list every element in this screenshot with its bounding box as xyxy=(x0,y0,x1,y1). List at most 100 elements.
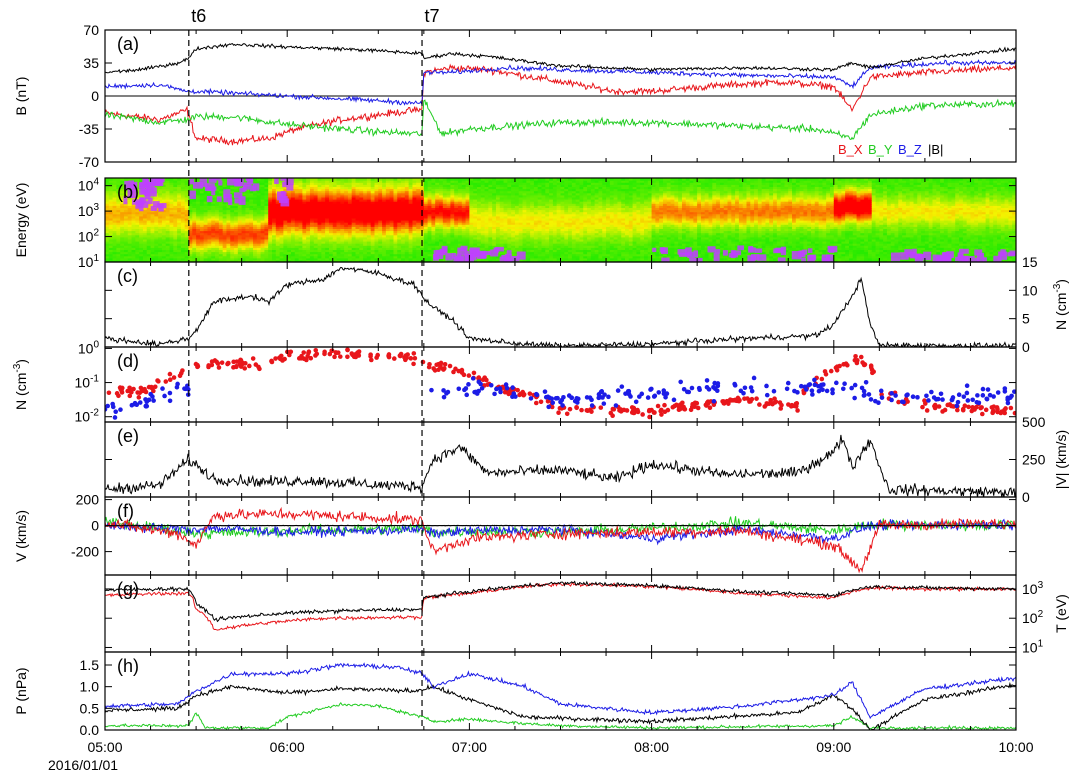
spectrogram-cell xyxy=(416,215,421,219)
spectrogram-cell xyxy=(241,238,247,242)
spectrogram-cell xyxy=(412,224,417,227)
spectrogram-cell xyxy=(268,249,273,253)
spectrogram-cell xyxy=(234,230,239,234)
spectrogram-cell xyxy=(120,253,125,257)
spectrogram-cell xyxy=(112,228,117,232)
spectrogram-cell xyxy=(112,180,117,183)
spectrogram-cell xyxy=(241,207,247,211)
spectrogram-cell xyxy=(222,186,228,190)
spectrogram-cell xyxy=(518,196,524,200)
spectrogram-cell xyxy=(294,217,300,221)
spectrogram-cell xyxy=(196,188,201,192)
spectrogram-cell xyxy=(454,234,459,238)
spectrogram-cell xyxy=(495,238,501,242)
spectrogram-cell xyxy=(537,241,543,244)
spectrogram-cell xyxy=(393,259,398,262)
spectrogram-cell xyxy=(556,228,562,232)
spectrogram-cell xyxy=(439,203,444,206)
spectrogram-cell xyxy=(412,186,417,190)
spectrogram-cell xyxy=(108,178,114,181)
spectrogram-cell xyxy=(169,236,174,240)
spectrogram-cell xyxy=(207,203,212,206)
spectrogram-cell xyxy=(461,203,467,206)
spectrogram-cell xyxy=(169,245,174,248)
spectrogram-cell xyxy=(378,180,383,183)
spectrogram-cell xyxy=(450,245,455,248)
spectrogram-cell xyxy=(533,241,539,244)
spectrogram-cell xyxy=(180,232,186,236)
spectrogram-cell xyxy=(169,234,174,238)
spectrogram-cell xyxy=(177,194,182,198)
spectrogram-cell xyxy=(537,196,543,200)
spectrogram-cell xyxy=(454,213,459,217)
spectrogram-cell xyxy=(207,236,212,240)
spectrogram-cell xyxy=(123,224,129,227)
spectrogram-cell xyxy=(526,188,531,192)
spectrogram-cell xyxy=(120,192,125,196)
spectrogram-cell xyxy=(408,211,414,215)
plot-area-b xyxy=(105,178,1016,262)
spectrogram-cell xyxy=(328,190,334,194)
spectrogram-cell xyxy=(127,238,133,242)
spectrogram-cell xyxy=(545,241,550,244)
spectrogram-cell xyxy=(393,180,398,183)
spectrogram-cell xyxy=(374,180,379,183)
spectrogram-cell xyxy=(279,257,285,261)
spectrogram-cell xyxy=(313,178,319,181)
spectrogram-cell xyxy=(264,215,269,219)
spectrogram-cell xyxy=(253,241,258,244)
spectrogram-cell xyxy=(370,222,376,225)
spectrogram-cell xyxy=(374,215,379,219)
spectrogram-cell xyxy=(161,209,167,213)
spectrogram-cell xyxy=(552,199,558,202)
spectrogram-cell xyxy=(196,215,201,219)
spectrogram-cell xyxy=(344,217,349,221)
spectrogram-cell xyxy=(199,209,205,213)
spectrogram-cell xyxy=(347,178,353,181)
spectrogram-cell xyxy=(435,207,440,211)
spectrogram-cell xyxy=(541,180,546,183)
spectrogram-cell xyxy=(401,199,406,202)
spectrogram-cell xyxy=(275,247,281,250)
spectrogram-cell xyxy=(112,205,117,208)
spectrogram-cell xyxy=(397,234,402,238)
spectrogram-cell xyxy=(473,203,478,206)
spectrogram-cell xyxy=(560,217,565,221)
spectrogram-cell xyxy=(552,245,558,248)
spectrogram-cell xyxy=(226,211,231,215)
spectrogram-cell xyxy=(549,232,554,236)
spectrogram-cell xyxy=(279,207,285,211)
spectrogram-cell xyxy=(480,192,486,196)
spectrogram-cell xyxy=(317,213,322,217)
spectrogram-cell xyxy=(146,230,152,234)
spectrogram-cell xyxy=(344,245,349,248)
spectrogram-cell xyxy=(230,209,235,213)
spectrogram-cell xyxy=(188,241,193,244)
spectrogram-cell xyxy=(139,224,144,227)
spectrogram-cell xyxy=(347,238,353,242)
spectrogram-cell xyxy=(366,211,372,215)
spectrogram-cell xyxy=(253,180,258,183)
spectrogram-cell xyxy=(218,213,224,217)
spectrogram-cell xyxy=(393,196,398,200)
spectrogram-cell xyxy=(427,255,433,259)
spectrogram-cell xyxy=(253,211,258,215)
spectrogram-cell xyxy=(234,238,239,242)
spectrogram-cell xyxy=(465,194,470,198)
spectrogram-cell xyxy=(211,207,216,211)
spectrogram-cell xyxy=(355,207,360,211)
spectrogram-cell xyxy=(298,192,303,196)
spectrogram-cell xyxy=(476,224,482,227)
spectrogram-cell xyxy=(454,230,459,234)
spectrogram-cell xyxy=(480,182,486,185)
spectrogram-cell xyxy=(552,230,558,234)
spectrogram-cell xyxy=(218,253,224,257)
spectrogram-cell xyxy=(188,203,193,206)
spectrogram-cell xyxy=(393,209,398,213)
spectrogram-cell xyxy=(139,194,144,198)
spectrogram-cell xyxy=(165,259,171,262)
spectrogram-cell xyxy=(211,245,216,248)
spectrogram-cell xyxy=(321,255,326,259)
spectrogram-cell xyxy=(260,178,266,181)
spectrogram-cell xyxy=(245,207,250,211)
